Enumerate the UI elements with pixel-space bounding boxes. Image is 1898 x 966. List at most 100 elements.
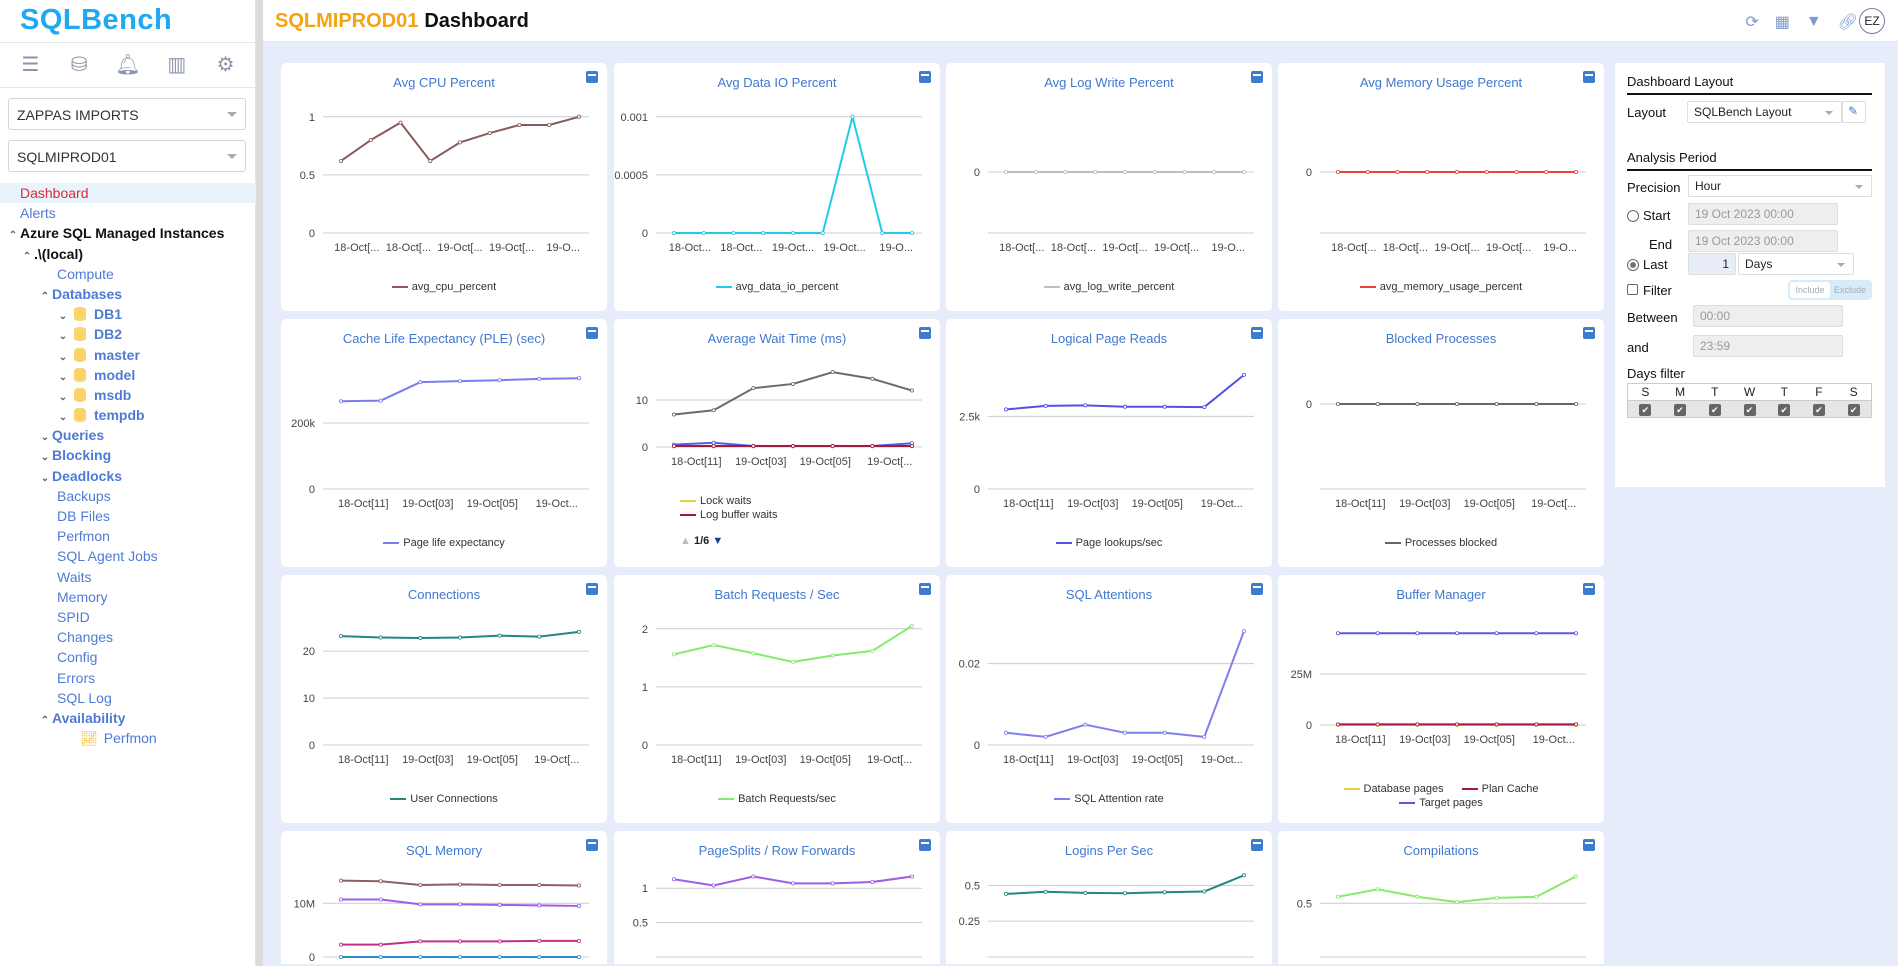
sidebar-item-dashboard[interactable]: Dashboard xyxy=(0,183,256,204)
sidebar-item-sql-log[interactable]: SQL Log xyxy=(0,688,256,708)
sidebar-item-databases[interactable]: ⌃ Databases xyxy=(0,284,256,304)
sidebar-item-backups[interactable]: Backups xyxy=(0,486,256,506)
data-point[interactable] xyxy=(672,877,677,882)
data-point[interactable] xyxy=(1573,631,1578,636)
end-input[interactable]: 19 Oct 2023 00:00 xyxy=(1688,230,1838,252)
legend-item[interactable]: Lock waits xyxy=(680,495,751,507)
data-point[interactable] xyxy=(1484,170,1489,175)
sidebar-item-blocking[interactable]: ⌄ Blocking xyxy=(0,445,256,465)
data-point[interactable] xyxy=(880,230,885,235)
minimize-icon[interactable] xyxy=(1251,327,1263,339)
data-point[interactable] xyxy=(378,942,383,947)
include-exclude-toggle[interactable]: Include Exclude xyxy=(1788,280,1872,300)
sidebar-item-config[interactable]: Config xyxy=(0,647,256,667)
data-point[interactable] xyxy=(1122,170,1127,175)
data-point[interactable] xyxy=(457,882,462,887)
data-point[interactable] xyxy=(418,902,423,907)
data-point[interactable] xyxy=(711,444,716,449)
sidebar-item-waits[interactable]: Waits xyxy=(0,567,256,587)
data-point[interactable] xyxy=(418,955,423,960)
avatar[interactable]: EZ xyxy=(1859,8,1885,34)
data-point[interactable] xyxy=(576,955,581,960)
company-select[interactable]: ZAPPAS IMPORTS xyxy=(8,98,246,130)
data-point[interactable] xyxy=(339,634,344,639)
day-checkbox[interactable]: ✔ xyxy=(1778,404,1791,416)
data-point[interactable] xyxy=(1241,170,1246,175)
data-point[interactable] xyxy=(1425,170,1430,175)
data-point[interactable] xyxy=(1415,894,1420,899)
minimize-icon[interactable] xyxy=(919,583,931,595)
data-point[interactable] xyxy=(1202,734,1207,739)
and-input[interactable]: 23:59 xyxy=(1693,335,1843,357)
data-point[interactable] xyxy=(1033,170,1038,175)
data-point[interactable] xyxy=(378,635,383,640)
legend-item[interactable]: Database pages xyxy=(1343,783,1444,795)
data-point[interactable] xyxy=(1573,401,1578,406)
sidebar-item-queries[interactable]: ⌄ Queries xyxy=(0,425,256,445)
last-count-input[interactable]: 1 xyxy=(1688,253,1736,275)
data-point[interactable] xyxy=(547,122,552,127)
chart-icon[interactable]: ▥ xyxy=(167,54,187,76)
data-point[interactable] xyxy=(790,444,795,449)
data-point[interactable] xyxy=(1336,894,1341,899)
sidebar-item-db-files[interactable]: DB Files xyxy=(0,506,256,526)
data-point[interactable] xyxy=(790,381,795,386)
legend-item[interactable]: Log buffer waits xyxy=(680,509,777,521)
data-point[interactable] xyxy=(487,131,492,136)
data-point[interactable] xyxy=(850,114,855,119)
data-point[interactable] xyxy=(1182,170,1187,175)
data-point[interactable] xyxy=(576,903,581,908)
data-point[interactable] xyxy=(909,623,914,628)
data-point[interactable] xyxy=(1122,730,1127,735)
data-point[interactable] xyxy=(1573,874,1578,879)
data-point[interactable] xyxy=(1063,170,1068,175)
data-point[interactable] xyxy=(576,114,581,119)
data-point[interactable] xyxy=(870,880,875,885)
data-point[interactable] xyxy=(1375,887,1380,892)
data-point[interactable] xyxy=(1415,401,1420,406)
data-point[interactable] xyxy=(457,955,462,960)
chevron-down-icon[interactable]: ⌄ xyxy=(58,371,68,383)
edit-layout-button[interactable]: ✎ xyxy=(1842,101,1866,123)
data-point[interactable] xyxy=(457,902,462,907)
data-point[interactable] xyxy=(497,902,502,907)
sidebar-item-master[interactable]: ⌄ master xyxy=(0,345,256,365)
data-point[interactable] xyxy=(1336,631,1341,636)
data-point[interactable] xyxy=(1375,631,1380,636)
data-point[interactable] xyxy=(1415,722,1420,727)
data-point[interactable] xyxy=(1162,890,1167,895)
data-point[interactable] xyxy=(672,652,677,657)
data-point[interactable] xyxy=(517,122,522,127)
data-point[interactable] xyxy=(701,230,706,235)
include-option[interactable]: Include xyxy=(1790,282,1830,298)
data-point[interactable] xyxy=(790,659,795,664)
legend-item[interactable]: Batch Requests/sec xyxy=(718,793,836,805)
data-point[interactable] xyxy=(1375,401,1380,406)
chevron-down-icon[interactable]: ⌄ xyxy=(58,391,68,403)
data-point[interactable] xyxy=(1212,170,1217,175)
data-point[interactable] xyxy=(497,955,502,960)
data-point[interactable] xyxy=(339,158,344,163)
minimize-icon[interactable] xyxy=(586,583,598,595)
data-point[interactable] xyxy=(909,874,914,879)
data-point[interactable] xyxy=(1004,170,1009,175)
data-point[interactable] xyxy=(1494,631,1499,636)
legend-item[interactable]: Processes blocked xyxy=(1384,537,1497,549)
data-point[interactable] xyxy=(1534,401,1539,406)
chevron-down-icon[interactable]: ⌄ xyxy=(40,472,50,484)
chevron-down-icon[interactable]: ⌄ xyxy=(58,351,68,363)
chevron-up-icon[interactable]: ⌃ xyxy=(40,290,50,302)
day-checkbox[interactable]: ✔ xyxy=(1708,404,1721,416)
data-point[interactable] xyxy=(1152,170,1157,175)
data-point[interactable] xyxy=(1202,405,1207,410)
sidebar-item-spid[interactable]: SPID xyxy=(0,607,256,627)
data-point[interactable] xyxy=(457,140,462,145)
last-radio[interactable] xyxy=(1627,259,1639,271)
data-point[interactable] xyxy=(1454,401,1459,406)
day-checkbox[interactable]: ✔ xyxy=(1674,404,1687,416)
data-point[interactable] xyxy=(711,643,716,648)
legend-item[interactable]: SQL Attention rate xyxy=(1054,793,1164,805)
data-point[interactable] xyxy=(537,634,542,639)
data-point[interactable] xyxy=(731,230,736,235)
data-point[interactable] xyxy=(1202,889,1207,894)
